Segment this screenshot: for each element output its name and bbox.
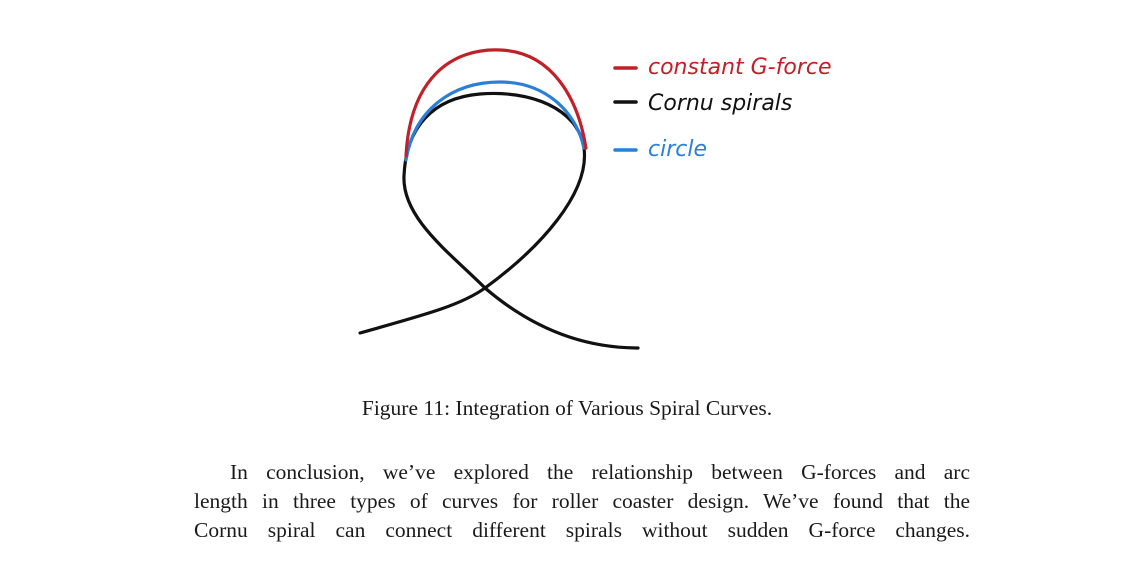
spiral-curves-drawing: constant G-force Cornu spirals circle — [358, 48, 832, 350]
constant-g-force-curve — [404, 48, 588, 158]
paragraph-line: length in three types of curves for roll… — [194, 489, 970, 513]
legend: constant G-force Cornu spirals circle — [613, 55, 832, 162]
figure-caption: Figure 11: Integration of Various Spiral… — [361, 396, 773, 420]
legend-label-circle: circle — [648, 137, 707, 162]
cornu-spiral-curve — [358, 91, 640, 350]
conclusion-paragraph: In conclusion, we’ve explored the relati… — [194, 458, 970, 545]
legend-label-constant-g-force: constant G-force — [648, 55, 832, 80]
circle-curve — [404, 80, 586, 162]
paragraph-line: Cornu spiral can connect different spira… — [194, 518, 970, 542]
legend-label-cornu-spirals: Cornu spirals — [648, 91, 792, 116]
figure-spiral-curves: constant G-force Cornu spirals circle — [340, 28, 832, 368]
paragraph-line: In conclusion, we’ve explored the relati… — [230, 460, 970, 484]
